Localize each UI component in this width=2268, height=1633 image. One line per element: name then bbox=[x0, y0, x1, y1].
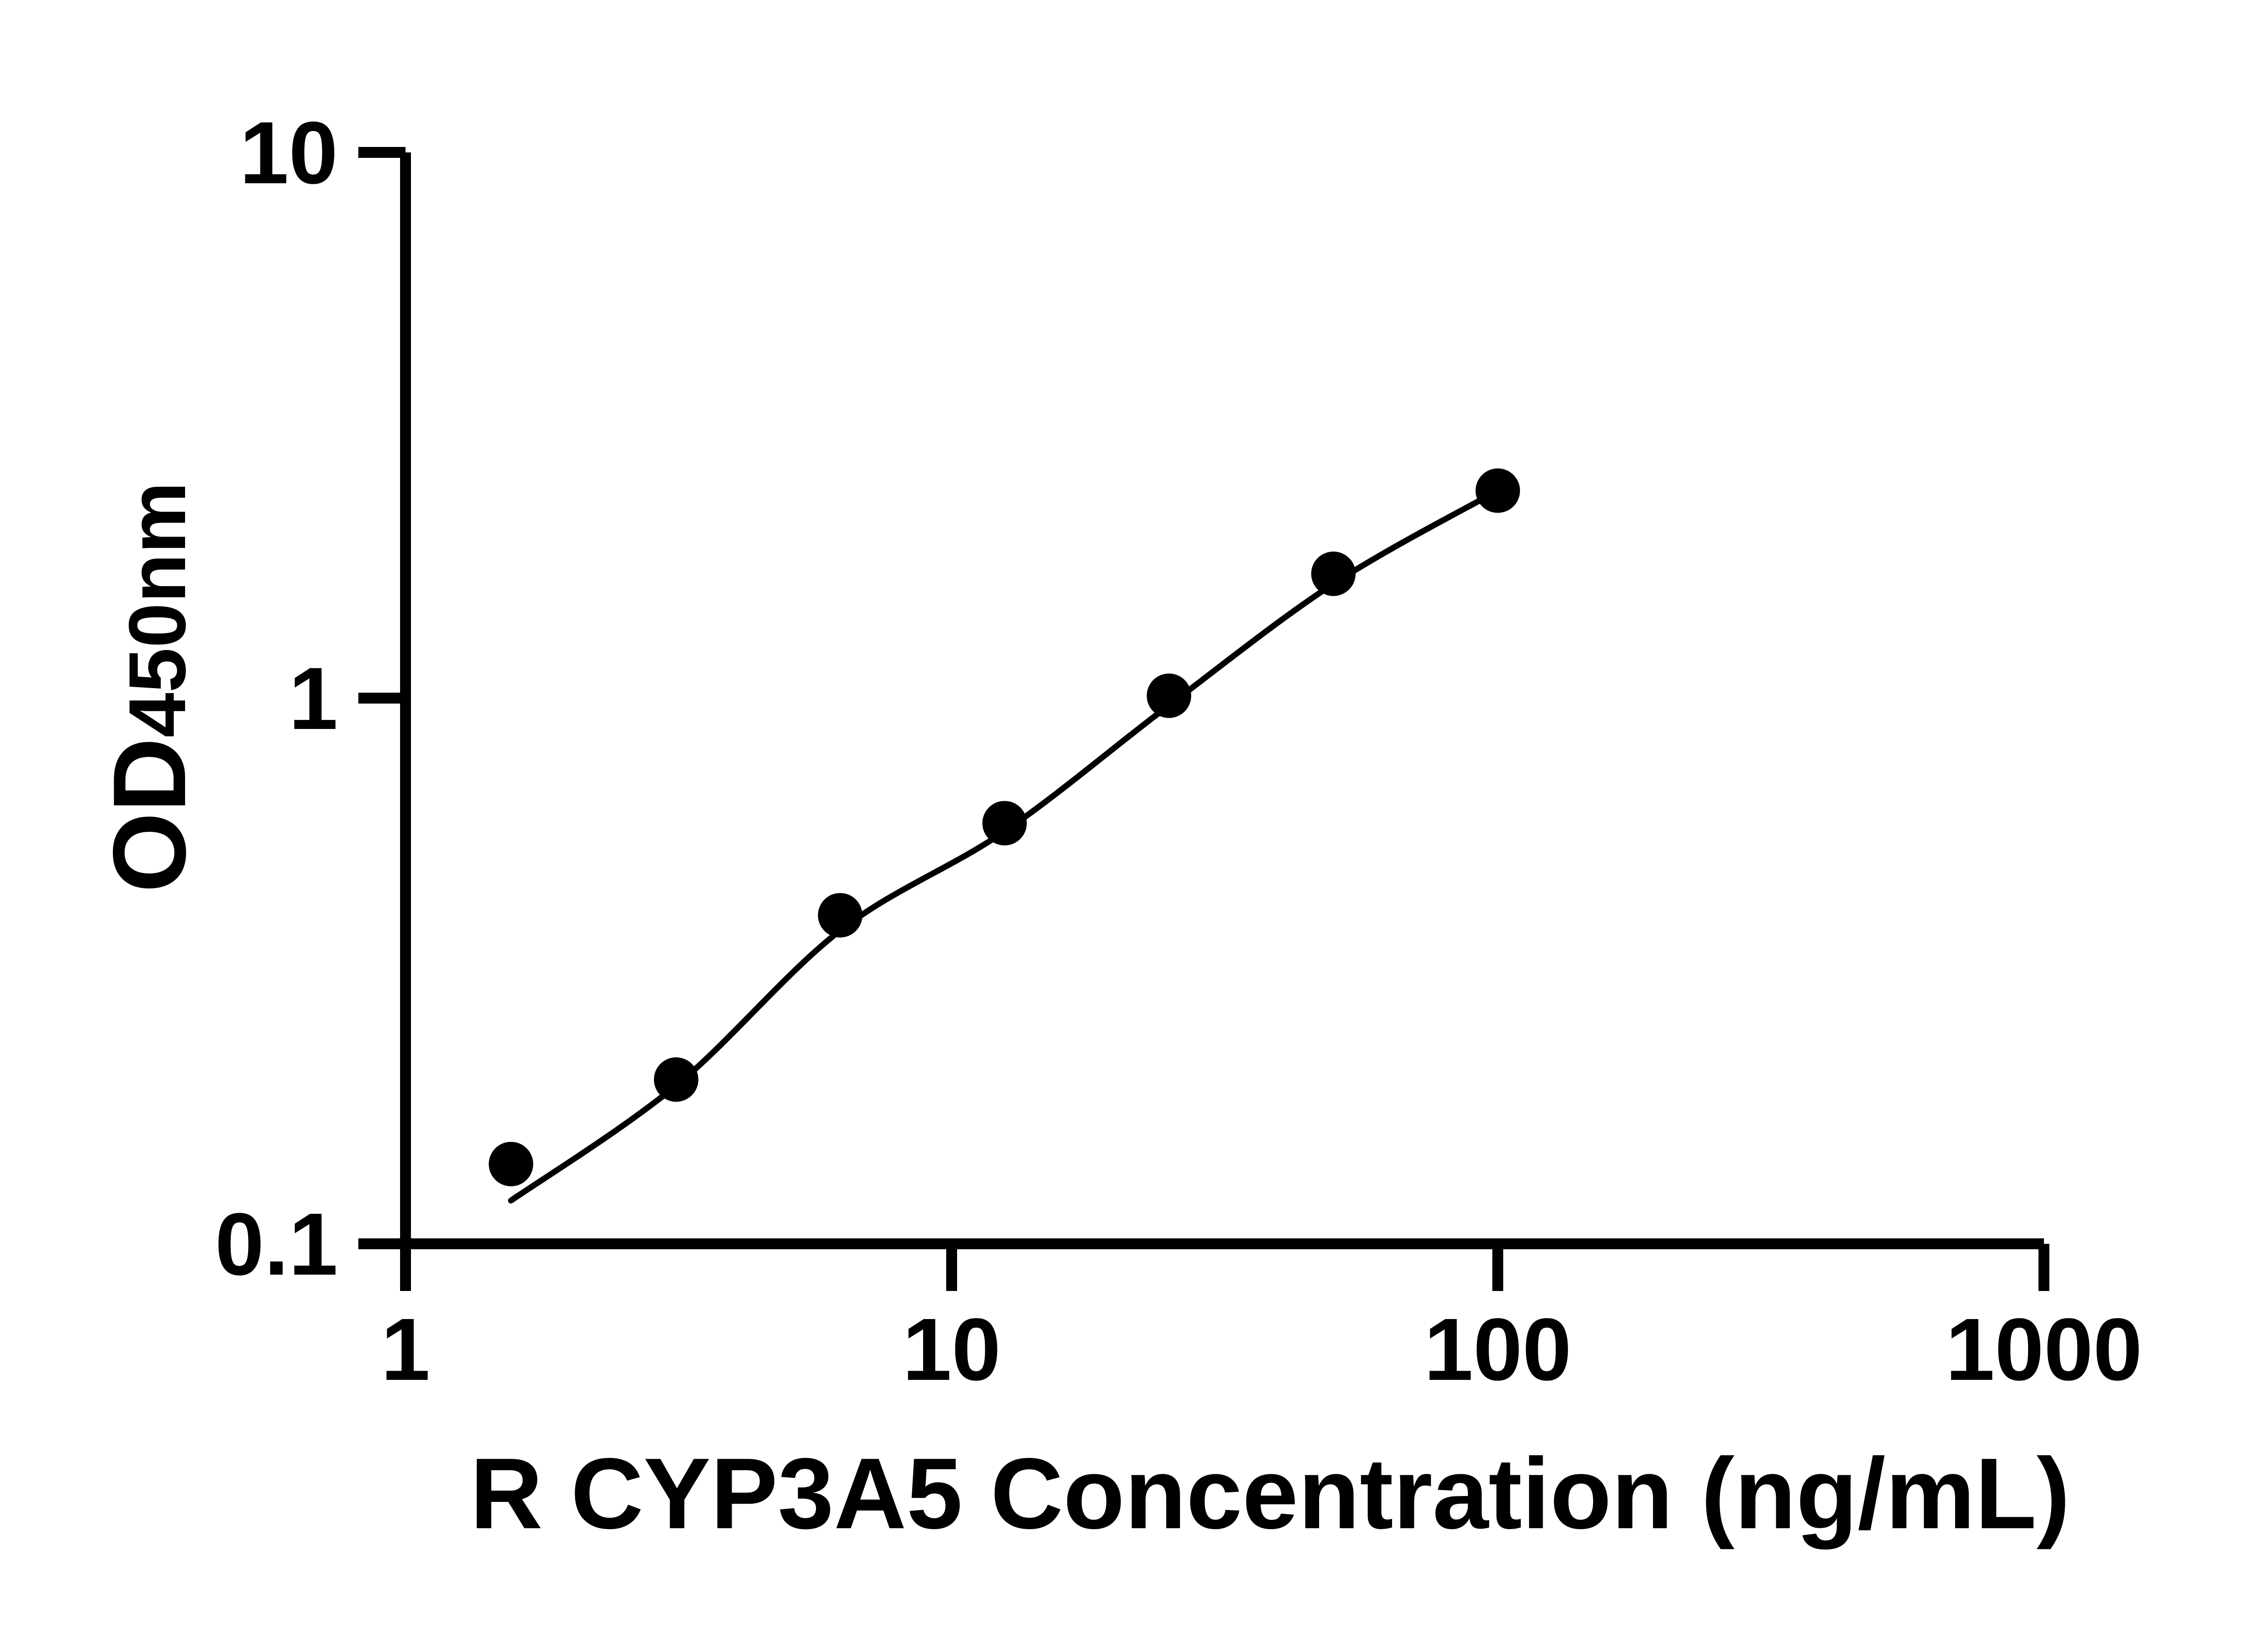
x-tick-label: 1 bbox=[381, 1300, 430, 1399]
y-axis-title: OD450nm bbox=[92, 482, 207, 893]
x-tick-label: 10 bbox=[903, 1300, 1001, 1399]
data-point bbox=[982, 801, 1027, 846]
y-axis-title-main: OD bbox=[92, 738, 207, 893]
data-point bbox=[654, 1057, 699, 1102]
fit-curve bbox=[508, 488, 1501, 1204]
data-point bbox=[818, 893, 863, 938]
data-point bbox=[1476, 468, 1520, 513]
data-point bbox=[489, 1142, 533, 1187]
axis-spines bbox=[400, 152, 2044, 1249]
x-tick-label: 1000 bbox=[1945, 1300, 2142, 1399]
y-tick-label: 0.1 bbox=[215, 1195, 338, 1294]
data-point bbox=[1147, 673, 1192, 718]
data-point bbox=[1311, 551, 1356, 596]
y-axis-title-subscript: 450nm bbox=[112, 482, 202, 738]
x-tick-label: 100 bbox=[1424, 1300, 1571, 1399]
y-tick-label: 10 bbox=[240, 103, 338, 202]
y-tick-label: 1 bbox=[289, 649, 338, 748]
x-axis-title: R CYP3A5 Concentration (ng/mL) bbox=[470, 1437, 2070, 1550]
